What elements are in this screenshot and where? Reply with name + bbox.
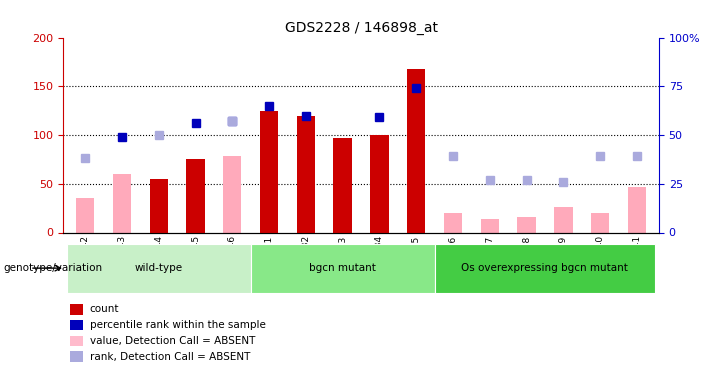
Text: genotype/variation: genotype/variation [4, 263, 102, 273]
Bar [251, 244, 435, 292]
Bar [435, 244, 655, 292]
Bar [223, 156, 241, 232]
Bar [444, 213, 462, 232]
Bar [407, 69, 426, 232]
Text: rank, Detection Call = ABSENT: rank, Detection Call = ABSENT [90, 352, 250, 362]
Bar [481, 219, 499, 232]
Bar [76, 198, 95, 232]
Bar [554, 207, 573, 232]
Bar [149, 179, 168, 232]
Text: Os overexpressing bgcn mutant: Os overexpressing bgcn mutant [461, 263, 628, 273]
Text: value, Detection Call = ABSENT: value, Detection Call = ABSENT [90, 336, 255, 346]
Bar [67, 244, 251, 292]
Bar [370, 135, 388, 232]
Bar [260, 111, 278, 232]
Text: percentile rank within the sample: percentile rank within the sample [90, 320, 266, 330]
Bar [591, 213, 609, 232]
Bar [334, 138, 352, 232]
Bar [297, 116, 315, 232]
Bar [186, 159, 205, 232]
Bar [517, 217, 536, 232]
Text: bgcn mutant: bgcn mutant [309, 263, 376, 273]
Bar [113, 174, 131, 232]
Title: GDS2228 / 146898_at: GDS2228 / 146898_at [285, 21, 437, 35]
Text: count: count [90, 304, 119, 314]
Bar [627, 187, 646, 232]
Text: wild-type: wild-type [135, 263, 183, 273]
